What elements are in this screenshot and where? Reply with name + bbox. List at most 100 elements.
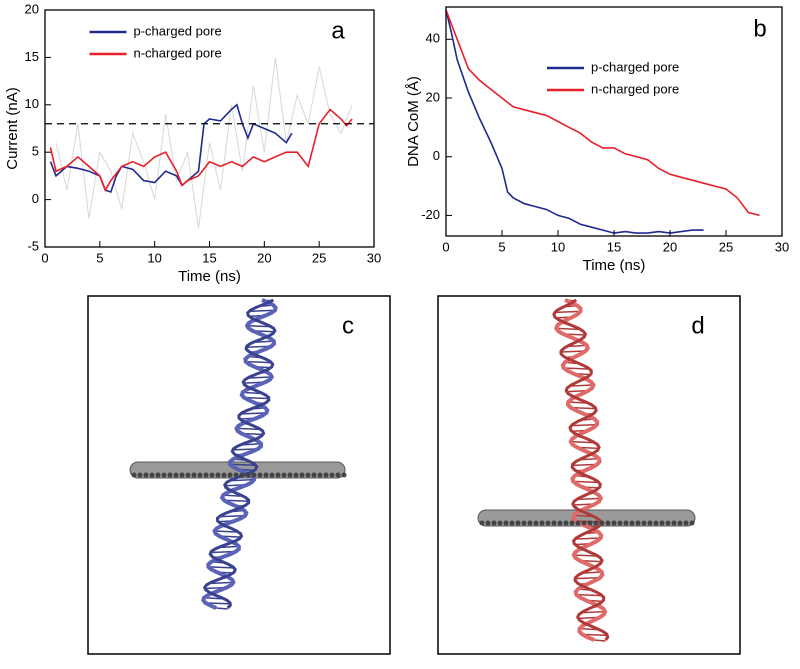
base-pair [220,514,246,518]
membrane-atom [173,472,179,478]
membrane-atom [647,520,653,526]
base-pair [221,545,239,549]
membrane-atom [563,520,569,526]
data-line [55,57,353,229]
base-pair [570,440,594,444]
base-pair [250,309,276,313]
membrane-atom [509,520,515,526]
base-pair [216,607,228,610]
membrane-atom [521,520,527,526]
membrane-atom [605,520,611,526]
y-tick-label: -20 [421,207,440,222]
base-pair [573,554,597,557]
y-tick-label: 5 [32,144,39,159]
dna-strand [554,298,608,642]
membrane-atom [143,472,149,478]
x-tick-label: 30 [775,239,789,254]
membrane-atom [251,472,257,478]
membrane-atom [539,520,545,526]
membrane-atom [245,472,251,478]
membrane-atom [629,520,635,526]
y-axis-title: Current (nA) [4,87,21,170]
base-pair [231,478,255,482]
membrane-atom [635,520,641,526]
base-pair [573,514,592,518]
membrane-atom [287,472,293,478]
y-axis-title: DNA CoM (Å) [405,76,422,167]
membrane-atom [191,472,197,478]
membrane-atom [341,472,347,478]
base-pair [582,610,606,614]
membrane-atom [533,520,539,526]
base-pair [560,350,586,353]
membrane-atom [659,520,665,526]
membrane-atom [167,472,173,478]
base-pair [243,442,262,446]
x-axis-title: Time (ns) [583,257,646,274]
x-tick-label: 15 [202,250,216,265]
membrane-atom [545,520,551,526]
membrane-atom [503,520,509,526]
x-tick-label: 5 [96,250,103,265]
y-tick-label: 0 [433,148,440,163]
base-pair [249,376,272,379]
base-pair [236,427,259,431]
base-pair [563,367,589,370]
legend-label: p-charged pore [591,59,679,74]
membrane-atom [599,520,605,526]
membrane-atom [617,520,623,526]
membrane-atom [137,472,143,478]
x-tick-label: 10 [551,239,565,254]
y-tick-label: 10 [25,96,39,111]
membrane-atom [683,520,689,526]
y-tick-label: 20 [25,1,39,16]
x-tick-label: 0 [442,239,449,254]
membrane-atom [179,472,185,478]
membrane-atom [317,472,323,478]
base-pair [578,497,601,501]
data-line [445,9,760,217]
membrane-atom [587,520,593,526]
panel-label: a [331,17,345,44]
panel-label: d [691,312,704,339]
x-tick-label: 20 [257,250,271,265]
base-pair [576,537,601,540]
membrane-atom [215,472,221,478]
y-tick-label: 40 [426,31,440,46]
panel-label: c [342,312,354,339]
membrane-atom [323,472,329,478]
membrane-atom [527,520,533,526]
panel-d-frame [437,295,741,655]
base-pair [245,360,271,364]
legend-label: n-charged pore [134,45,222,60]
membrane-atom [203,472,209,478]
y-tick-label: 0 [32,191,39,206]
base-pair [576,593,602,597]
dna-strand [202,298,277,610]
base-pair [579,627,598,631]
dna-strand [552,298,610,641]
x-axis-title: Time (ns) [178,268,241,285]
membrane-atom [275,472,281,478]
membrane-atom [233,472,239,478]
membrane-atom [551,520,557,526]
membrane-atom [311,472,317,478]
membrane-atom [293,472,299,478]
membrane-atom [593,520,599,526]
membrane-atom [209,472,215,478]
x-tick-label: 5 [498,239,505,254]
x-tick-label: 10 [147,250,161,265]
x-tick-label: 25 [719,239,733,254]
membrane-atom [611,520,617,526]
base-pair [573,480,598,484]
membrane-atom [575,520,581,526]
membrane-atom [653,520,659,526]
membrane-atom [515,520,521,526]
membrane-atom [491,520,497,526]
membrane-atom [557,520,563,526]
membrane-atom [305,472,311,478]
base-pair [247,324,270,328]
membrane-atom [581,520,587,526]
plot-frame [445,6,783,237]
